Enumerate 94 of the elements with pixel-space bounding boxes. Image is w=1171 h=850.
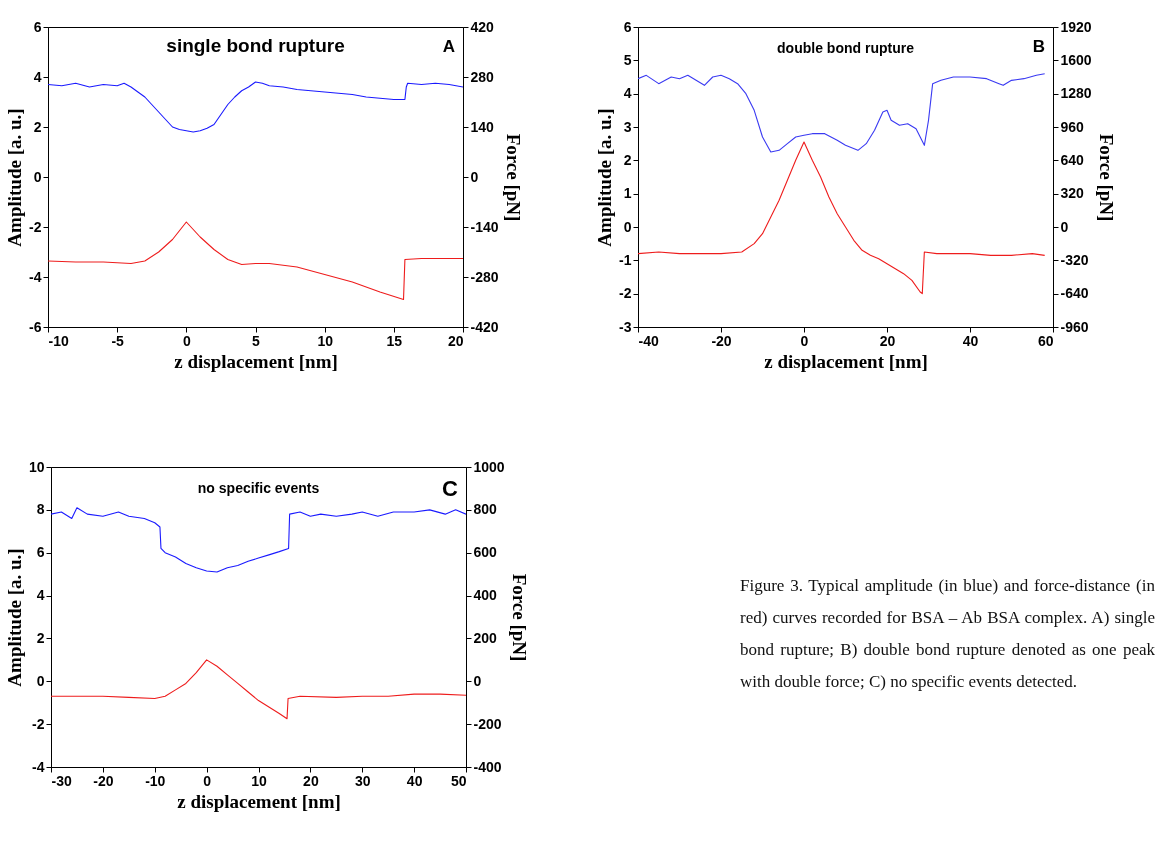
y-tick-label: 3: [623, 118, 632, 135]
y2-tick-label: 1920: [1060, 18, 1092, 35]
x-tick-label: 0: [203, 772, 212, 789]
y2-tick-label: 140: [470, 118, 495, 135]
x-tick-label: 10: [317, 332, 334, 349]
x-tick-label: 50: [450, 772, 467, 789]
y2-tick-label: 0: [470, 168, 479, 185]
y-tick-label: 2: [36, 629, 45, 646]
y-tick-label: -2: [29, 218, 42, 235]
y-axis-title: Amplitude [a. u.]: [3, 548, 25, 687]
y2-axis-title: Force [pN]: [1095, 133, 1117, 222]
y-tick-label: 0: [33, 168, 42, 185]
y2-axis-title: Force [pN]: [508, 573, 530, 662]
x-tick-label: 10: [251, 772, 267, 789]
line-series: [51, 659, 466, 720]
text: no specific events: [197, 480, 320, 496]
y-axis-title: Amplitude [a. u.]: [594, 108, 616, 247]
x-tick-label: -30: [51, 772, 72, 789]
y-tick-label: 10: [28, 458, 45, 475]
x-tick-label: 0: [800, 332, 809, 349]
y-tick-label: 0: [623, 218, 632, 235]
x-tick-label: 60: [1037, 332, 1054, 349]
x-tick-label: -10: [145, 772, 166, 789]
y2-tick-label: -400: [473, 758, 502, 775]
x-tick-label: 20: [303, 772, 319, 789]
x-tick-label: -10: [48, 332, 69, 349]
y2-tick-label: 1280: [1060, 85, 1092, 102]
y-tick-label: 2: [33, 118, 42, 135]
y-tick-label: 0: [36, 672, 45, 689]
y-tick-label: 4: [33, 68, 42, 85]
x-tick-label: -20: [93, 772, 114, 789]
x-axis-title: z displacement [nm]: [174, 350, 338, 372]
y2-axis-title: Force [pN]: [502, 133, 524, 222]
y-tick-label: 8: [36, 501, 45, 518]
y-tick-label: -3: [619, 318, 632, 335]
y2-tick-label: 1600: [1060, 51, 1092, 68]
y-tick-label: 6: [33, 18, 42, 35]
x-tick-label: -40: [638, 332, 659, 349]
caption: Figure 3. Typical amplitude (in blue) and force-distance (in red) curves recorded for BSA – Ab BSA complex. A) single bond rupture; B) double bond rupture denoted as one peak with double force; C) no specific events detected.: [740, 575, 1155, 693]
x-tick-label: 5: [252, 332, 261, 349]
y-tick-label: -2: [619, 285, 632, 302]
y-tick-label: -4: [32, 758, 45, 775]
x-tick-label: 20: [879, 332, 896, 349]
y-tick-label: -6: [29, 318, 42, 335]
y-axis-title: Amplitude [a. u.]: [4, 108, 26, 247]
line-series: [638, 73, 1046, 153]
y-tick-label: -2: [32, 715, 45, 732]
y2-tick-label: -640: [1060, 285, 1089, 302]
y2-tick-label: 640: [1060, 151, 1085, 168]
y-tick-label: -1: [619, 251, 632, 268]
y2-tick-label: 600: [473, 544, 498, 561]
line-series: [48, 221, 463, 301]
y2-tick-label: 280: [470, 68, 495, 85]
chart-title: single bond rupture: [166, 35, 345, 56]
x-tick-label: 20: [447, 332, 464, 349]
y-tick-label: 6: [623, 18, 632, 35]
y2-tick-label: 960: [1060, 118, 1085, 135]
y2-tick-label: 1000: [473, 458, 505, 475]
text: double bond rupture: [777, 40, 915, 56]
y2-tick-label: 400: [473, 587, 498, 604]
y2-tick-label: -420: [470, 318, 499, 335]
y-tick-label: 4: [36, 587, 45, 604]
y2-tick-label: 0: [1060, 218, 1069, 235]
x-tick-label: -5: [111, 332, 125, 349]
y2-tick-label: -320: [1060, 251, 1089, 268]
y-tick-label: 5: [623, 51, 632, 68]
line-series: [51, 507, 466, 573]
annotation: B: [1032, 37, 1045, 56]
y2-tick-label: 420: [470, 18, 495, 35]
x-tick-label: 40: [406, 772, 423, 789]
x-tick-label: -20: [711, 332, 732, 349]
y2-tick-label: 200: [473, 629, 498, 646]
y-tick-label: -4: [29, 268, 42, 285]
x-tick-label: 40: [962, 332, 979, 349]
y-tick-label: 2: [623, 151, 632, 168]
y2-tick-label: -960: [1060, 318, 1089, 335]
annotation: C: [442, 476, 459, 501]
annotation: A: [442, 37, 455, 56]
x-axis-title: z displacement [nm]: [177, 790, 341, 812]
y2-tick-label: 800: [473, 501, 498, 518]
y2-tick-label: 0: [473, 672, 482, 689]
y-tick-label: 1: [623, 185, 632, 202]
x-tick-label: 15: [386, 332, 403, 349]
line-series: [48, 81, 463, 133]
y2-tick-label: -280: [470, 268, 499, 285]
x-axis-title: z displacement [nm]: [764, 350, 928, 372]
line-series: [638, 141, 1046, 295]
y2-tick-label: -140: [470, 218, 499, 235]
y-tick-label: 4: [623, 85, 632, 102]
x-tick-label: 30: [354, 772, 371, 789]
y2-tick-label: 320: [1060, 185, 1085, 202]
x-tick-label: 0: [182, 332, 191, 349]
y-tick-label: 6: [36, 544, 45, 561]
y2-tick-label: -200: [473, 715, 502, 732]
